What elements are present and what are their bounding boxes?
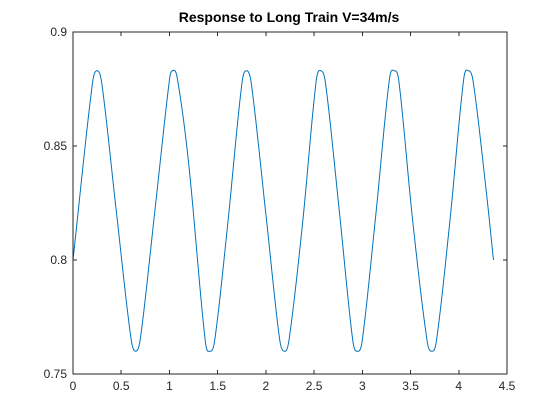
y-tick-label: 0.9: [50, 25, 67, 39]
y-tick-label: 0.8: [50, 253, 67, 267]
x-tick-label: 1: [166, 379, 173, 393]
x-tick-label: 0.5: [113, 379, 130, 393]
x-tick-label: 1.5: [209, 379, 226, 393]
x-tick-label: 3: [359, 379, 366, 393]
x-tick-label: 2.5: [306, 379, 323, 393]
x-tick-label: 4.5: [499, 379, 516, 393]
x-tick-label: 4: [455, 379, 462, 393]
x-tick-label: 2: [263, 379, 270, 393]
y-tick-label: 0.75: [44, 367, 68, 381]
y-tick-label: 0.85: [44, 139, 68, 153]
x-tick-label: 3.5: [402, 379, 419, 393]
x-tick-label: 0: [70, 379, 77, 393]
axes-box: [72, 31, 508, 375]
series-line-0: [72, 69, 494, 352]
axes-layer: 0 0.5 1 1.5 2 2.5 3 3.5 4 4.5 0.75 0.8 0.85 0.9: [44, 25, 516, 393]
chart-title: Response to Long Train V=34m/s: [179, 9, 400, 25]
series-layer: [72, 69, 494, 352]
